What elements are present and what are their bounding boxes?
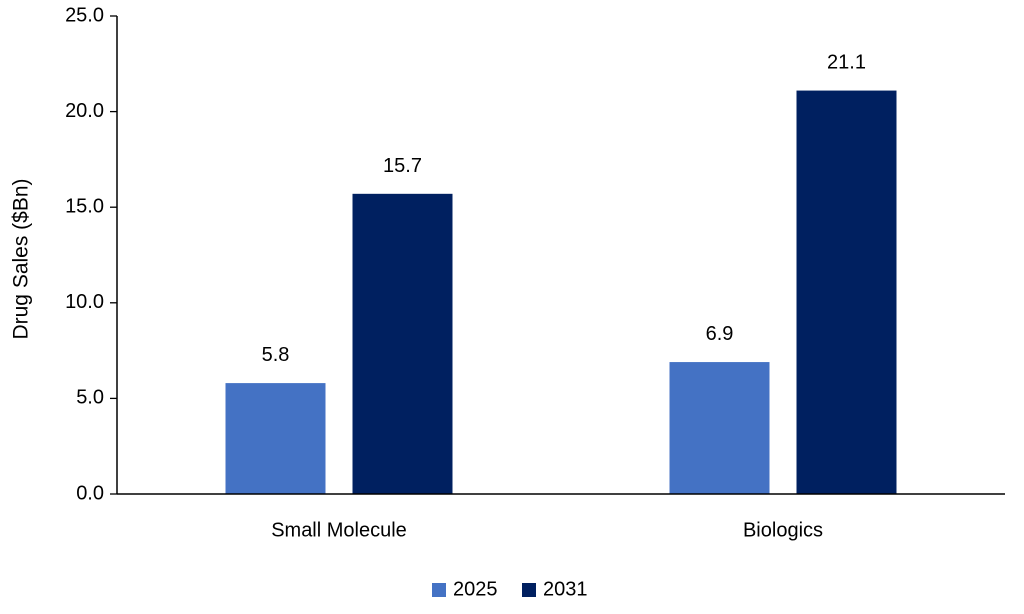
legend-label: 2025 <box>453 578 498 600</box>
y-tick-label: 25.0 <box>65 4 104 26</box>
bar-2031-biologics <box>796 90 897 495</box>
y-axis-title-group: Drug Sales ($Bn) <box>10 178 33 339</box>
y-tick-label: 10.0 <box>65 291 104 313</box>
legend-label: 2031 <box>543 578 588 600</box>
y-tick-label: 20.0 <box>65 100 104 122</box>
y-axis-ticks: 0.0 5.0 10.0 15.0 20.0 25.0 <box>65 4 117 504</box>
legend: 2025 2031 <box>432 578 588 600</box>
category-labels-group: Small Molecule Biologics <box>271 519 823 541</box>
bars-group <box>225 90 897 495</box>
y-tick-label: 5.0 <box>76 387 104 409</box>
y-axis-title: Drug Sales ($Bn) <box>10 178 33 339</box>
data-label: 6.9 <box>706 323 734 345</box>
y-tick-label: 0.0 <box>76 482 104 504</box>
legend-swatch-2025 <box>432 583 446 597</box>
x-category-label: Small Molecule <box>271 519 407 541</box>
data-label: 15.7 <box>383 155 422 177</box>
y-tick-label: 15.0 <box>65 195 104 217</box>
data-label: 5.8 <box>262 344 290 366</box>
bar-2031-small-molecule <box>352 193 453 495</box>
legend-swatch-2031 <box>522 583 536 597</box>
data-label: 21.1 <box>827 52 866 74</box>
x-category-label: Biologics <box>743 519 823 541</box>
axes-group <box>116 16 1005 495</box>
data-labels-group: 5.8 15.7 6.9 21.1 <box>262 52 866 367</box>
bar-2025-small-molecule <box>225 383 326 494</box>
bar-2025-biologics <box>669 362 770 494</box>
